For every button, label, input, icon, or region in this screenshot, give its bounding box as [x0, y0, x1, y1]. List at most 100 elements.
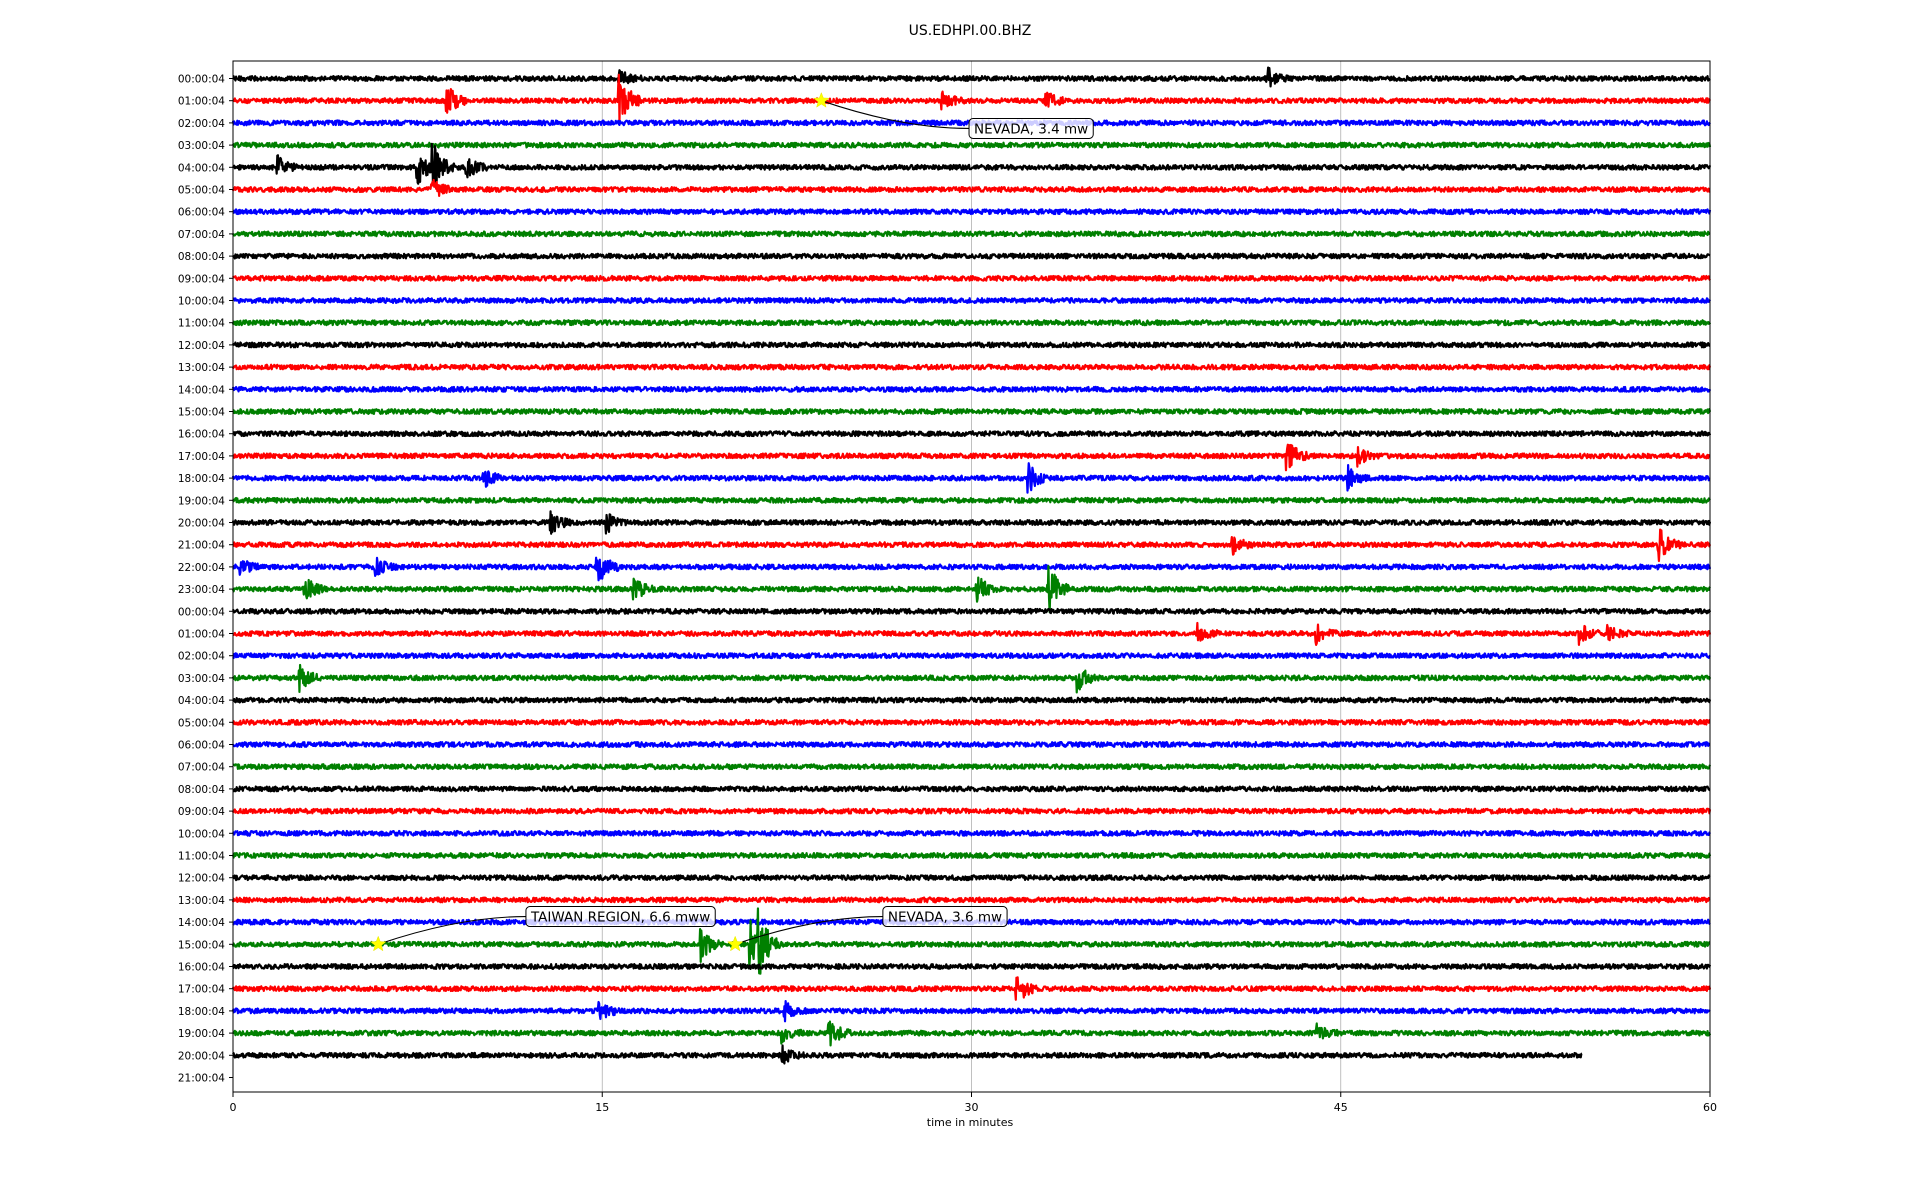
row-label: 00:00:04 [178, 606, 225, 618]
row-label: 08:00:04 [178, 784, 225, 796]
row-label: 16:00:04 [178, 429, 225, 441]
seismic-trace [232, 785, 1711, 793]
event-label-frame [525, 906, 716, 928]
seismic-trace [231, 142, 1712, 187]
row-label: 12:00:04 [178, 873, 225, 885]
row-label: 03:00:04 [178, 140, 225, 152]
row-label: 21:00:04 [178, 1073, 225, 1085]
row-label: 15:00:04 [178, 407, 225, 419]
row-label: 21:00:04 [178, 540, 225, 552]
row-label: 10:00:04 [178, 296, 225, 308]
row-label: 09:00:04 [178, 273, 225, 285]
seismic-trace [232, 696, 1712, 704]
event-label: NEVADA, 3.6 mw [888, 910, 1002, 926]
seismic-trace [232, 141, 1712, 149]
row-label: 07:00:04 [178, 229, 225, 241]
row-label: 01:00:04 [178, 629, 225, 641]
seismic-trace [232, 208, 1712, 216]
row-label: 11:00:04 [178, 851, 225, 863]
event-connector [378, 916, 526, 945]
seismic-trace [231, 907, 1711, 975]
row-label: 13:00:04 [178, 895, 225, 907]
seismic-trace [231, 385, 1712, 393]
seismic-trace [232, 443, 1711, 472]
row-label: 09:00:04 [178, 806, 225, 818]
seismic-trace [232, 66, 1711, 88]
event-star [726, 935, 744, 952]
seismic-trace [231, 896, 1711, 904]
seismic-trace [232, 621, 1712, 646]
x-tick-label: 45 [1334, 1101, 1348, 1114]
seismic-trace [231, 718, 1711, 726]
seismic-trace [231, 852, 1712, 859]
seismic-trace [232, 556, 1712, 582]
seismic-trace [232, 430, 1712, 438]
seismic-trace [231, 462, 1711, 494]
seismic-trace [232, 829, 1712, 837]
seismic-trace [231, 510, 1712, 535]
x-tick-label: 15 [595, 1101, 609, 1114]
row-label: 14:00:04 [178, 917, 225, 929]
row-label: 19:00:04 [178, 1028, 225, 1040]
seismic-trace [231, 607, 1712, 615]
row-label: 03:00:04 [178, 673, 225, 685]
x-axis-ticks: 0 15 30 45 60 [230, 1092, 1717, 1114]
row-label: 10:00:04 [178, 828, 225, 840]
seismic-trace [232, 652, 1711, 660]
row-label: 18:00:04 [178, 1006, 225, 1018]
row-label: 22:00:04 [178, 562, 225, 574]
event-label-box: TAIWAN REGION, 6.6 mww [525, 906, 716, 928]
row-label: 00:00:04 [178, 74, 225, 86]
event-label-box: NEVADA, 3.4 mw [968, 117, 1094, 139]
seismic-trace [231, 319, 1712, 327]
row-label: 06:00:04 [178, 207, 225, 219]
row-label: 23:00:04 [178, 584, 225, 596]
row-label: 20:00:04 [178, 1050, 225, 1062]
row-label: 08:00:04 [178, 251, 225, 263]
row-label: 16:00:04 [178, 962, 225, 974]
seismic-trace [232, 274, 1711, 282]
row-label: 05:00:04 [178, 185, 225, 197]
event-label: TAIWAN REGION, 6.6 mww [530, 910, 710, 926]
seismic-trace [231, 496, 1711, 504]
row-label: 07:00:04 [178, 762, 225, 774]
row-labels: 00:00:04 01:00:04 02:00:04 03:00:04 04:00:04… [178, 74, 233, 1085]
event-connector [821, 100, 970, 129]
event-label-frame [968, 117, 1094, 139]
row-label: 15:00:04 [178, 939, 225, 951]
seismic-trace [231, 341, 1711, 349]
row-label: 13:00:04 [178, 362, 225, 374]
row-label: 04:00:04 [178, 162, 225, 174]
seismic-trace [231, 363, 1712, 371]
row-label: 11:00:04 [178, 318, 225, 330]
event-star [369, 935, 387, 952]
event-label-box: NEVADA, 3.6 mw [882, 906, 1008, 928]
plot-frame [232, 60, 1711, 1093]
seismic-trace [232, 763, 1712, 771]
seismic-trace [231, 663, 1712, 694]
event-label-frame [882, 906, 1008, 928]
row-label: 14:00:04 [178, 384, 225, 396]
seismic-trace [232, 1044, 1583, 1065]
event-annotations: NEVADA, 3.4 mw TAIWAN REGION, 6.6 mww NEVA… [369, 91, 1094, 952]
event-connector [735, 916, 883, 945]
row-label: 06:00:04 [178, 740, 225, 752]
row-label: 04:00:04 [178, 695, 225, 707]
seismic-trace [232, 408, 1712, 415]
row-label: 01:00:04 [178, 96, 225, 108]
x-tick-label: 60 [1703, 1101, 1717, 1114]
seismic-trace [232, 73, 1712, 124]
seismic-trace [232, 230, 1711, 238]
seismic-trace [231, 963, 1712, 970]
row-label: 12:00:04 [178, 340, 225, 352]
event-label: NEVADA, 3.4 mw [974, 121, 1088, 137]
row-label: 17:00:04 [178, 451, 225, 463]
x-tick-label: 0 [230, 1101, 237, 1114]
seismic-trace [232, 741, 1711, 748]
x-tick-label: 30 [965, 1101, 979, 1114]
row-label: 02:00:04 [178, 651, 225, 663]
seismic-trace [231, 807, 1712, 815]
x-axis-label: time in minutes [927, 1116, 1014, 1129]
